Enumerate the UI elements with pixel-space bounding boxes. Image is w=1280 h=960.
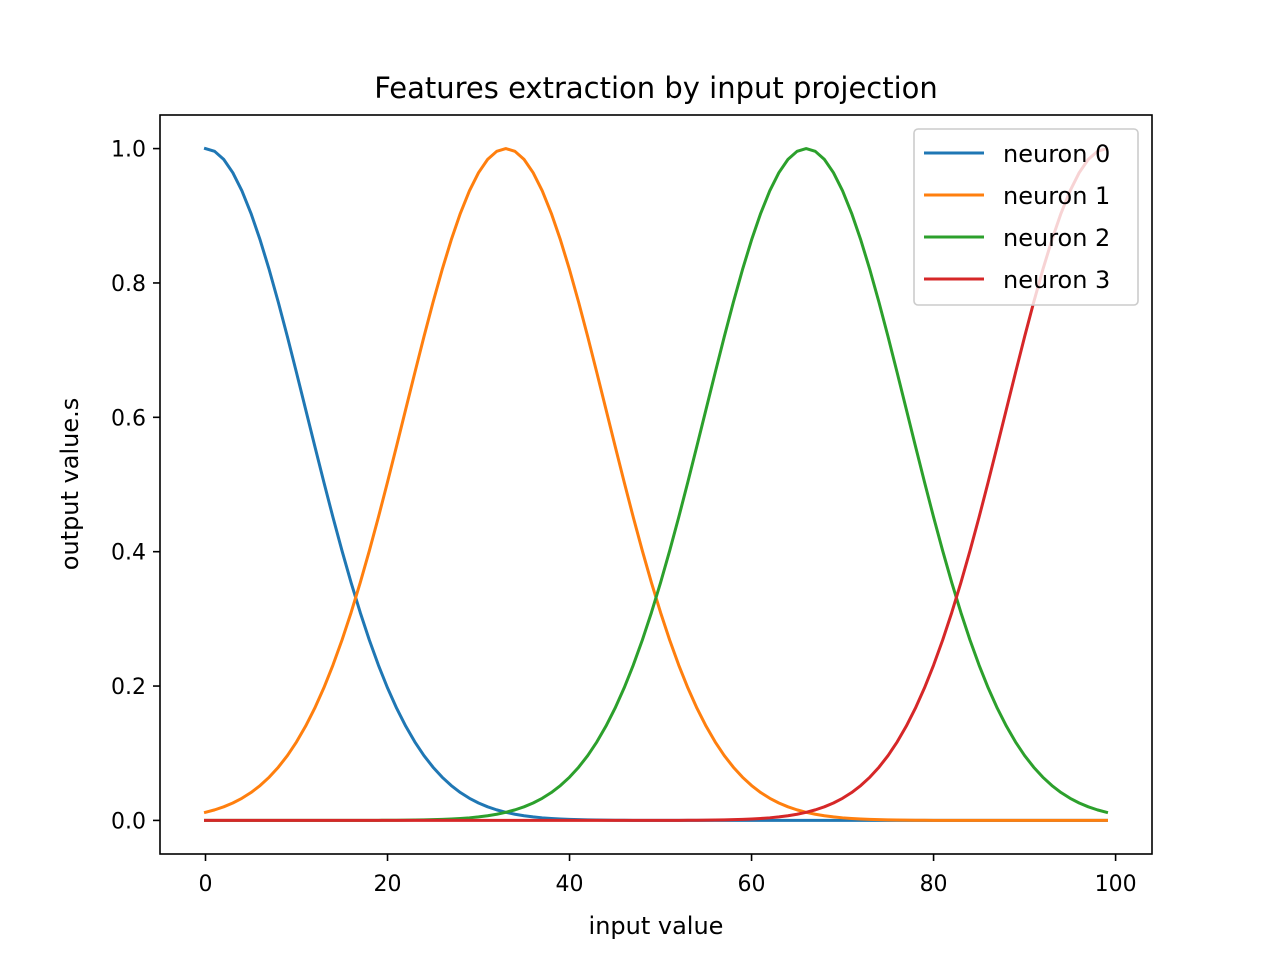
y-tick-label: 0.8	[111, 272, 146, 297]
x-tick-label: 40	[556, 872, 584, 897]
legend-label-neuron-2: neuron 2	[1003, 224, 1110, 252]
x-tick-label: 100	[1095, 872, 1137, 897]
legend-label-neuron-0: neuron 0	[1003, 140, 1110, 168]
legend-label-neuron-3: neuron 3	[1003, 266, 1110, 294]
x-ticks: 0 20 40 60 80 100	[199, 854, 1137, 897]
y-tick-label: 0.6	[111, 406, 146, 431]
y-ticks: 0.0 0.2 0.4 0.6 0.8 1.0	[111, 138, 160, 834]
y-tick-label: 0.0	[111, 809, 146, 834]
legend-label-neuron-1: neuron 1	[1003, 182, 1110, 210]
y-tick-label: 0.2	[111, 675, 146, 700]
x-tick-label: 60	[738, 872, 766, 897]
legend: neuron 0 neuron 1 neuron 2 neuron 3	[913, 128, 1139, 306]
y-axis-label: output value.s	[56, 398, 84, 570]
y-tick-label: 0.4	[111, 541, 146, 566]
series-line-neuron-3	[204, 146, 1109, 822]
x-tick-label: 80	[920, 872, 948, 897]
plot-frame	[159, 114, 1153, 855]
y-tick-label: 1.0	[111, 138, 146, 163]
x-tick-label: 0	[199, 872, 213, 897]
x-tick-label: 20	[374, 872, 402, 897]
series-layer	[203, 146, 1109, 822]
legend-box	[913, 128, 1139, 306]
chart-title: Features extraction by input projection	[374, 71, 938, 105]
x-axis-label: input value	[589, 912, 724, 940]
